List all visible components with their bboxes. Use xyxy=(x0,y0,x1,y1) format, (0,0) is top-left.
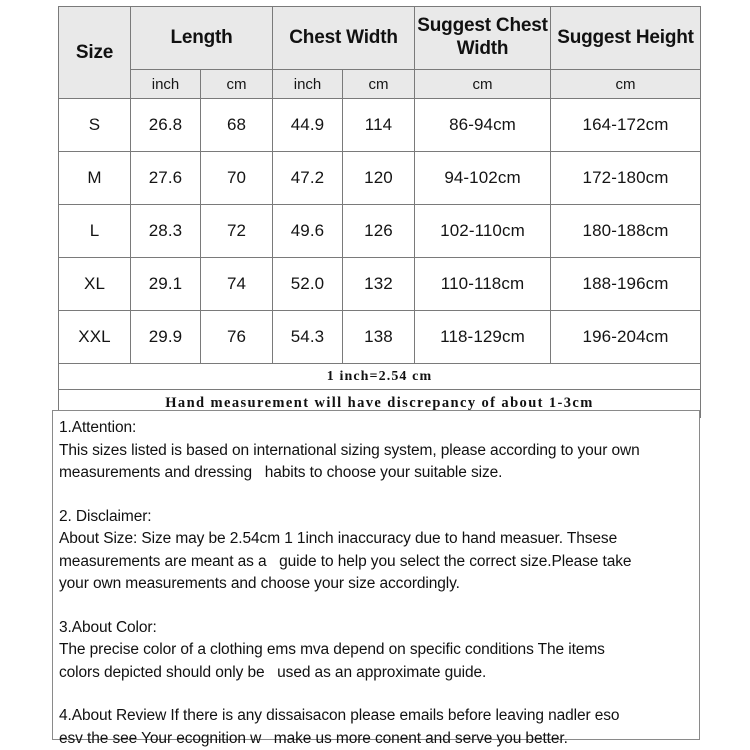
note-review: 4.About Review If there is any dissaisac… xyxy=(59,707,620,747)
conversion-note: 1 inch=2.54 cm xyxy=(57,363,702,390)
unit-chest-cm: cm xyxy=(341,69,416,99)
header-suggest-chest-width: Suggest Chest Width xyxy=(414,6,552,70)
unit-length-cm: cm xyxy=(200,69,273,99)
unit-chest-inch: inch xyxy=(272,69,343,99)
cell-length-cm: 70 xyxy=(200,151,273,205)
table-row: L 28.3 72 49.6 126 102-110cm 180-188cm xyxy=(58,204,702,258)
cell-chest-cm: 120 xyxy=(341,151,416,205)
cell-size: L xyxy=(58,204,131,258)
header-suggest-height: Suggest Height xyxy=(550,6,702,70)
unit-suggest-chest-cm: cm xyxy=(414,69,552,99)
cell-suggest-height: 164-172cm xyxy=(550,98,702,152)
cell-size: XL xyxy=(58,257,131,311)
cell-chest-cm: 114 xyxy=(341,98,416,152)
cell-length-inch: 29.1 xyxy=(130,257,201,311)
cell-suggest-chest: 94-102cm xyxy=(414,151,552,205)
cell-length-inch: 29.9 xyxy=(130,310,201,364)
cell-suggest-height: 196-204cm xyxy=(550,310,702,364)
cell-size: S xyxy=(58,98,131,152)
cell-suggest-chest: 110-118cm xyxy=(414,257,552,311)
cell-chest-inch: 44.9 xyxy=(272,98,343,152)
cell-suggest-height: 188-196cm xyxy=(550,257,702,311)
cell-length-inch: 27.6 xyxy=(130,151,201,205)
note-disclaimer: 2. Disclaimer: About Size: Size may be 2… xyxy=(59,507,632,593)
note-spacer xyxy=(59,596,691,617)
table-unit-row: inch cm inch cm cm cm xyxy=(59,69,702,99)
cell-length-inch: 28.3 xyxy=(130,204,201,258)
cell-chest-inch: 47.2 xyxy=(272,151,343,205)
size-chart-table: Size Length Chest Width Suggest Chest Wi… xyxy=(57,6,702,418)
cell-chest-inch: 52.0 xyxy=(272,257,343,311)
cell-length-cm: 68 xyxy=(200,98,273,152)
notes-block: 1.Attention: This sizes listed is based … xyxy=(52,410,700,747)
cell-size: XXL xyxy=(58,310,131,364)
note-spacer xyxy=(59,485,691,506)
cell-suggest-height: 180-188cm xyxy=(550,204,702,258)
table-row: S 26.8 68 44.9 114 86-94cm 164-172cm xyxy=(58,98,702,152)
cell-suggest-chest: 102-110cm xyxy=(414,204,552,258)
cell-length-cm: 72 xyxy=(200,204,273,258)
cell-chest-cm: 132 xyxy=(341,257,416,311)
unit-suggest-height-cm: cm xyxy=(550,69,702,99)
cell-suggest-chest: 118-129cm xyxy=(414,310,552,364)
conversion-note-row: 1 inch=2.54 cm xyxy=(57,363,702,390)
header-size: Size xyxy=(58,6,131,99)
cell-length-cm: 74 xyxy=(200,257,273,311)
note-spacer xyxy=(59,684,691,705)
cell-chest-inch: 54.3 xyxy=(272,310,343,364)
note-attention: 1.Attention: This sizes listed is based … xyxy=(59,419,640,481)
header-chest-width: Chest Width xyxy=(271,6,416,70)
header-length: Length xyxy=(130,6,273,70)
unit-length-inch: inch xyxy=(130,69,201,99)
table-row: XXL 29.9 76 54.3 138 118-129cm 196-204cm xyxy=(58,310,702,364)
cell-chest-cm: 126 xyxy=(341,204,416,258)
cell-chest-inch: 49.6 xyxy=(272,204,343,258)
table-row: M 27.6 70 47.2 120 94-102cm 172-180cm xyxy=(58,151,702,205)
cell-size: M xyxy=(58,151,131,205)
cell-suggest-height: 172-180cm xyxy=(550,151,702,205)
table-row: XL 29.1 74 52.0 132 110-118cm 188-196cm xyxy=(58,257,702,311)
table-header-row: Size Length Chest Width Suggest Chest Wi… xyxy=(58,6,702,99)
cell-length-inch: 26.8 xyxy=(130,98,201,152)
note-color: 3.About Color: The precise color of a cl… xyxy=(59,618,605,681)
cell-suggest-chest: 86-94cm xyxy=(414,98,552,152)
cell-chest-cm: 138 xyxy=(341,310,416,364)
cell-length-cm: 76 xyxy=(200,310,273,364)
